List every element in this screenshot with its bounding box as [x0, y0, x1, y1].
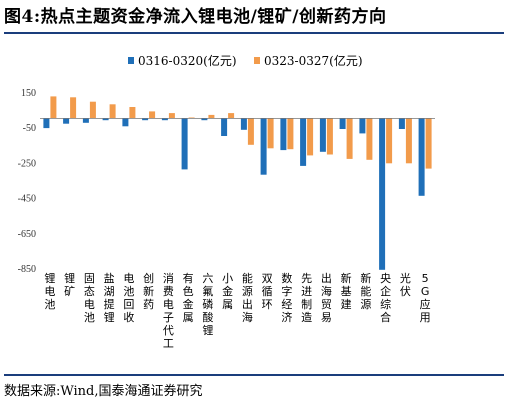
bar-series-1	[221, 118, 228, 136]
bar-series-2	[188, 117, 195, 119]
bar-series-2	[149, 111, 156, 119]
bar-series-1	[82, 118, 89, 123]
source-note: 数据来源:Wind,国泰海通证券研究	[4, 384, 203, 399]
bar-series-2	[366, 118, 373, 160]
y-tick-label: -650	[18, 229, 36, 240]
y-tick-label: -850	[18, 264, 36, 275]
bar-series-1	[319, 118, 326, 152]
category-label: 盐湖提锂	[104, 272, 115, 324]
category-label: 央企综合	[380, 272, 391, 324]
bar-series-1	[142, 118, 149, 121]
bar-series-2	[386, 118, 393, 164]
category-label: 5 G 应用	[420, 272, 431, 324]
legend-swatch-series-1	[128, 57, 134, 64]
y-tick-label: -450	[18, 194, 36, 205]
bar-series-2	[89, 101, 96, 119]
category-label: 双循环	[262, 272, 273, 311]
bar-series-2	[287, 118, 294, 150]
bar-series-2	[208, 114, 215, 119]
bar-series-1	[201, 118, 208, 121]
bar-series-2	[307, 118, 314, 156]
bar-series-1	[260, 118, 267, 175]
legend: 0316-0320(亿元) 0323-0327(亿元)	[128, 53, 363, 68]
bar-series-1	[379, 118, 386, 270]
bar-series-1	[122, 118, 129, 127]
bars	[43, 96, 432, 270]
bar-series-2	[247, 118, 254, 145]
y-axis: 150 -50 -250 -450 -650 -850	[18, 88, 36, 275]
bar-chart: 0316-0320(亿元) 0323-0327(亿元) 150 -50 -250 -4…	[18, 53, 435, 350]
bottom-rule	[4, 374, 504, 376]
category-label: 能源出海	[242, 271, 253, 324]
y-tick-label: 150	[21, 88, 36, 99]
bar-series-1	[398, 118, 405, 129]
category-label: 创新药	[143, 272, 154, 311]
category-label: 光伏	[400, 271, 411, 298]
bar-series-1	[280, 118, 287, 151]
category-label: 有色金属	[183, 271, 194, 324]
category-label: 小金属	[222, 272, 233, 311]
bar-series-1	[300, 118, 307, 166]
bar-series-2	[326, 118, 333, 155]
category-label: 锂电池	[44, 271, 55, 311]
bar-series-1	[418, 118, 425, 196]
bar-series-2	[346, 118, 353, 159]
category-label: 出海贸易	[321, 271, 332, 324]
bar-series-1	[63, 118, 70, 124]
bar-series-1	[161, 118, 168, 121]
legend-label-series-1: 0316-0320(亿元)	[138, 53, 237, 68]
category-label: 电池回收	[123, 272, 134, 324]
legend-label-series-2: 0323-0327(亿元)	[264, 53, 363, 68]
category-labels: 锂电池锂矿固态电池盐湖提锂电池回收创新药消费电子代工有色金属六氟磷酸锂小金属能源…	[44, 271, 430, 350]
bar-series-2	[129, 107, 136, 119]
bar-series-1	[181, 118, 188, 170]
bar-series-2	[228, 113, 235, 119]
category-label: 新基建	[341, 271, 352, 311]
bar-series-2	[168, 113, 175, 119]
category-label: 六氟磷酸锂	[202, 272, 213, 337]
y-tick-label: -50	[23, 123, 36, 134]
category-label: 锂矿	[64, 271, 75, 298]
bar-series-2	[405, 118, 412, 164]
bar-series-1	[240, 118, 247, 130]
category-label: 新能源	[360, 271, 371, 311]
bar-series-1	[359, 118, 366, 134]
category-label: 先进制造	[301, 272, 312, 324]
bar-series-2	[109, 104, 116, 119]
y-tick-label: -250	[18, 158, 36, 169]
legend-swatch-series-2	[254, 57, 260, 64]
bar-series-2	[425, 118, 432, 169]
bar-series-2	[50, 96, 57, 119]
category-label: 消费电子代工	[163, 271, 174, 350]
chart-title: 图4:热点主题资金净流入锂电池/锂矿/创新药方向	[4, 7, 387, 27]
bar-series-1	[43, 118, 50, 129]
bar-series-2	[70, 97, 77, 119]
category-label: 数字经济	[281, 272, 292, 324]
category-label: 固态电池	[84, 272, 95, 324]
top-rule	[4, 32, 504, 34]
bar-series-1	[102, 118, 109, 121]
bar-series-2	[267, 118, 274, 149]
bar-series-1	[339, 118, 346, 129]
